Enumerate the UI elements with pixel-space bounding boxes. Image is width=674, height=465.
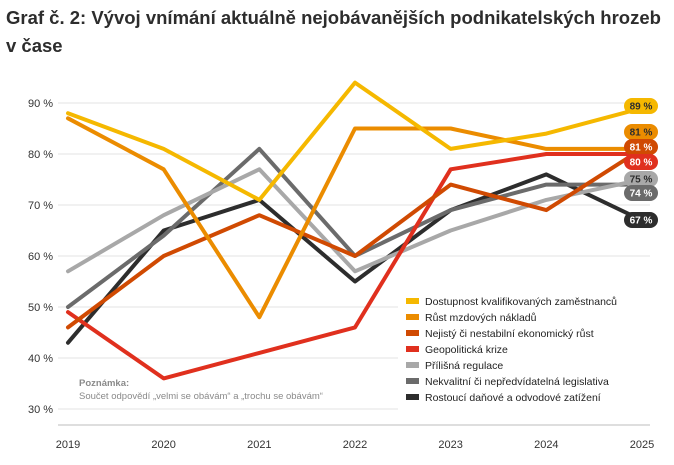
legend: Dostupnost kvalifikovaných zaměstnanců Rů… bbox=[398, 292, 650, 410]
y-tick-label: 60 % bbox=[28, 251, 53, 263]
end-label: 75 % bbox=[624, 171, 658, 187]
legend-swatch bbox=[406, 330, 419, 336]
end-label-pill bbox=[624, 212, 658, 228]
x-tick-label: 2025 bbox=[630, 439, 654, 451]
legend-swatch bbox=[406, 298, 419, 304]
x-tick-label: 2024 bbox=[534, 439, 558, 451]
end-label: 67 % bbox=[624, 212, 658, 228]
y-tick-label: 40 % bbox=[28, 353, 53, 365]
legend-swatch bbox=[406, 362, 419, 368]
series-lines bbox=[66, 80, 644, 381]
x-tick-label: 2019 bbox=[56, 439, 80, 451]
x-tick-label: 2020 bbox=[151, 439, 175, 451]
chart-title: Graf č. 2: Vývoj vnímání aktuálně nejobá… bbox=[6, 7, 661, 56]
legend-box bbox=[398, 292, 650, 410]
end-label-text: 81 % bbox=[630, 128, 653, 139]
end-label: 89 % bbox=[624, 98, 658, 114]
end-label: 81 % bbox=[624, 124, 658, 140]
end-labels: 89 % 81 % 81 % 80 % 75 % 74 % 67 % bbox=[624, 98, 658, 228]
end-label-text: 75 % bbox=[630, 175, 653, 186]
legend-label: Dostupnost kvalifikovaných zaměstnanců bbox=[425, 296, 617, 308]
series-line bbox=[66, 80, 644, 202]
end-label-pill bbox=[624, 139, 658, 155]
end-label-pill bbox=[624, 124, 658, 140]
legend-label: Nekvalitní či nepředvídatelná legislativ… bbox=[425, 376, 609, 388]
end-label: 80 % bbox=[624, 154, 658, 170]
end-label-pill bbox=[624, 154, 658, 170]
end-label: 74 % bbox=[624, 185, 658, 201]
legend-label: Geopolitická krize bbox=[425, 344, 508, 356]
y-axis-ticks: 30 % 40 % 50 % 60 % 70 % 80 % 90 % bbox=[28, 98, 53, 416]
note-heading: Poznámka: bbox=[79, 378, 129, 389]
note-text: Součet odpovědí „velmi se obávám“ a „tro… bbox=[79, 391, 323, 402]
x-tick-label: 2022 bbox=[343, 439, 367, 451]
series-line bbox=[66, 116, 644, 320]
legend-label: Nejistý či nestabilní ekonomický růst bbox=[425, 328, 594, 340]
end-label-pill bbox=[624, 185, 658, 201]
end-label: 81 % bbox=[624, 139, 658, 155]
y-tick-label: 50 % bbox=[28, 302, 53, 314]
series-line bbox=[66, 172, 644, 345]
series-line bbox=[66, 146, 644, 330]
end-label-pill bbox=[624, 98, 658, 114]
y-tick-label: 80 % bbox=[28, 149, 53, 161]
end-label-text: 81 % bbox=[630, 143, 653, 154]
end-label-text: 89 % bbox=[630, 102, 653, 113]
end-label-pill bbox=[624, 171, 658, 187]
y-tick-label: 70 % bbox=[28, 200, 53, 212]
x-axis-ticks: 2019 2020 2021 2022 2023 2024 2025 bbox=[56, 439, 654, 451]
chart-note: Poznámka: Součet odpovědí „velmi se obáv… bbox=[79, 378, 323, 402]
end-label-text: 67 % bbox=[630, 216, 653, 227]
x-tick-label: 2023 bbox=[438, 439, 462, 451]
legend-swatch bbox=[406, 314, 419, 320]
legend-swatch bbox=[406, 378, 419, 384]
legend-label: Přílišná regulace bbox=[425, 360, 503, 372]
end-label-text: 74 % bbox=[630, 189, 653, 200]
y-tick-label: 30 % bbox=[28, 404, 53, 416]
series-line bbox=[66, 152, 644, 381]
end-label-text: 80 % bbox=[630, 158, 653, 169]
legend-label: Rostoucí daňové a odvodové zatížení bbox=[425, 392, 601, 404]
x-tick-label: 2021 bbox=[247, 439, 271, 451]
series-line bbox=[66, 167, 644, 274]
legend-swatch bbox=[406, 346, 419, 352]
y-tick-label: 90 % bbox=[28, 98, 53, 110]
legend-swatch bbox=[406, 394, 419, 400]
legend-label: Růst mzdových nákladů bbox=[425, 312, 537, 324]
